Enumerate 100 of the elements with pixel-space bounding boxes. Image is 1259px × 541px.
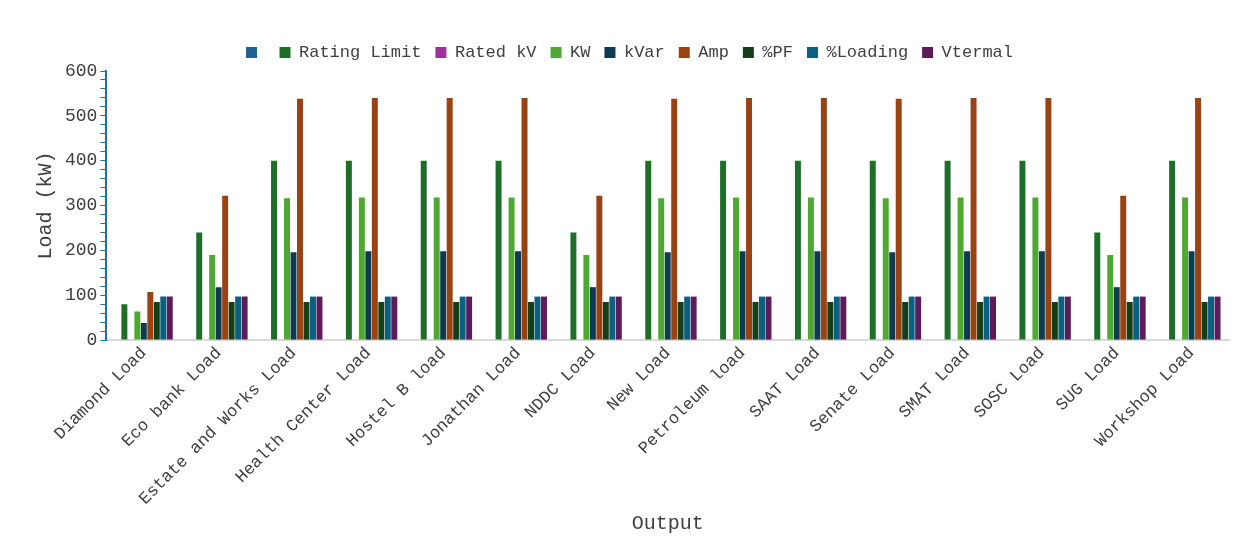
bar (720, 160, 727, 340)
legend-label: Vtermal (941, 43, 1013, 62)
bar (508, 197, 515, 340)
bar (495, 160, 502, 340)
bar (528, 301, 534, 340)
bar (814, 251, 821, 340)
y-tick-label: 200 (65, 240, 98, 261)
y-tick-label: 300 (65, 195, 98, 216)
legend-label: kVar (623, 43, 665, 62)
bar (284, 198, 290, 340)
bar (840, 296, 847, 340)
bar (733, 197, 740, 340)
bar (970, 97, 977, 340)
bar (391, 296, 398, 340)
bar (645, 160, 652, 340)
legend-label: Rating Limit (299, 43, 422, 62)
bar (540, 296, 547, 340)
bar (589, 287, 596, 340)
bar (433, 197, 440, 340)
bar (140, 323, 147, 340)
bar (1045, 97, 1052, 340)
bar (759, 296, 765, 340)
bar (1038, 251, 1045, 340)
bar (440, 251, 447, 340)
bar (515, 251, 522, 340)
bar (345, 160, 352, 340)
bar (596, 195, 603, 340)
bar (1058, 296, 1065, 340)
bar (1094, 232, 1101, 340)
bar (1133, 296, 1140, 340)
bar (990, 296, 996, 340)
bar (827, 301, 834, 340)
bar (358, 197, 365, 340)
bar (1126, 301, 1133, 340)
bar (466, 296, 473, 340)
bar (820, 97, 827, 340)
bar (684, 296, 691, 340)
bar (739, 251, 746, 340)
bar (677, 301, 684, 340)
bar (944, 160, 951, 340)
bar (378, 301, 385, 340)
bar (316, 296, 323, 340)
bar (833, 296, 840, 340)
bar (1195, 97, 1202, 340)
x-axis-title: Output (631, 512, 704, 536)
bar (664, 252, 671, 340)
bar (121, 304, 128, 340)
bar (420, 160, 427, 340)
y-tick-label: 500 (65, 105, 98, 126)
legend-label: KW (570, 43, 592, 62)
bar (908, 296, 915, 340)
bar (297, 98, 303, 340)
y-tick-label: 0 (86, 329, 98, 350)
bar (869, 160, 876, 340)
bar (658, 198, 665, 340)
bar (271, 160, 278, 340)
bar (534, 296, 541, 340)
bar (690, 296, 697, 340)
y-tick-label: 400 (65, 150, 98, 171)
legend-label: Amp (698, 43, 729, 62)
bar (1214, 296, 1221, 340)
legend-label: %Loading (826, 43, 909, 62)
bar (453, 301, 460, 340)
bar (1139, 296, 1146, 340)
bar (977, 301, 984, 340)
bar (964, 251, 971, 340)
bar (1019, 160, 1026, 340)
legend-label: Rated kV (454, 43, 538, 62)
bar (746, 97, 753, 340)
bar (309, 296, 316, 340)
bar (365, 251, 372, 340)
bar (1107, 254, 1114, 340)
bar (153, 301, 160, 340)
bar (889, 252, 896, 340)
bar (134, 311, 141, 340)
bar (384, 296, 391, 340)
bar (166, 296, 173, 340)
bar (794, 160, 801, 340)
bar (222, 195, 229, 340)
bar (882, 198, 889, 340)
bar (215, 287, 222, 340)
bar (570, 232, 577, 340)
bar (1120, 195, 1127, 340)
bar (1051, 301, 1058, 340)
bar (983, 296, 990, 340)
bar (1064, 296, 1071, 340)
bar (1188, 251, 1195, 340)
bar (371, 97, 378, 340)
y-tick-label: 100 (65, 285, 98, 306)
bar (1182, 197, 1189, 340)
bar (895, 98, 902, 340)
bar (241, 296, 248, 340)
bar (459, 296, 466, 340)
bar (957, 197, 964, 340)
bar (583, 254, 590, 340)
bar (160, 296, 167, 340)
bar (1032, 197, 1039, 340)
bar (228, 301, 235, 340)
bar (902, 301, 909, 340)
bar (915, 296, 922, 340)
